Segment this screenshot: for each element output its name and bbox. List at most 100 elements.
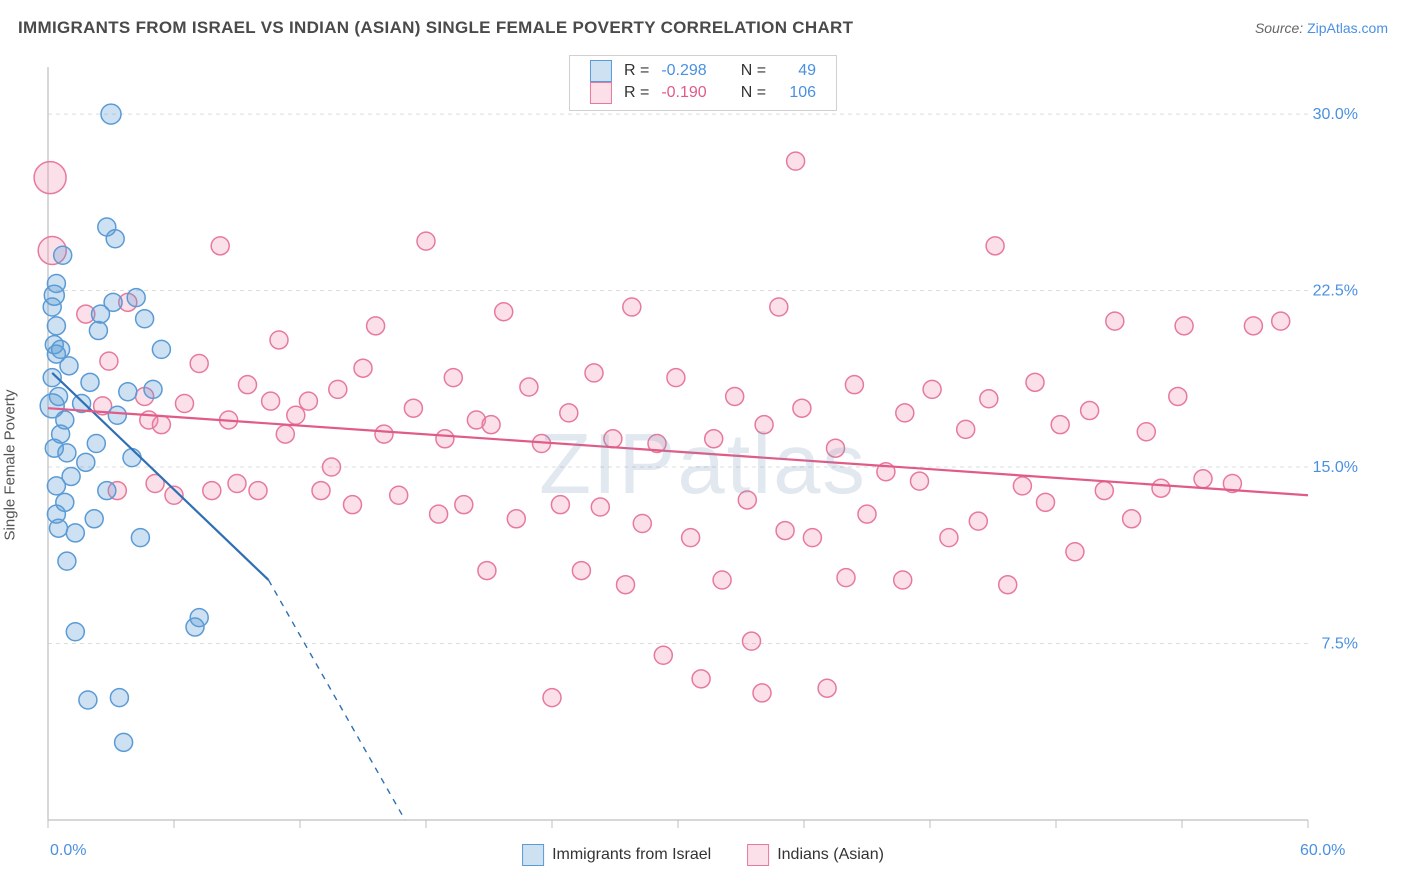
pink-point (1106, 312, 1124, 330)
pink-point (455, 496, 473, 514)
pink-point (738, 491, 756, 509)
y-tick-label: 30.0% (1313, 106, 1358, 123)
blue-point (52, 425, 70, 443)
pink-point (1095, 482, 1113, 500)
legend-swatch-icon (590, 82, 612, 104)
series-legend-label: Immigrants from Israel (552, 846, 711, 864)
stats-legend-row: R =-0.190 N =106 (584, 82, 822, 104)
blue-point (58, 444, 76, 462)
legend-swatch-icon (522, 844, 544, 866)
pink-point (787, 152, 805, 170)
blue-point (81, 373, 99, 391)
pink-point (980, 390, 998, 408)
r-label: R = (618, 60, 655, 82)
x-axis-min-label: 0.0% (50, 842, 86, 860)
blue-point (127, 289, 145, 307)
pink-point (507, 510, 525, 528)
pink-point (837, 569, 855, 587)
pink-point (633, 515, 651, 533)
x-axis-max-label: 60.0% (1300, 842, 1345, 860)
pink-point (276, 425, 294, 443)
pink-point (1051, 416, 1069, 434)
blue-point (43, 298, 61, 316)
blue-point (119, 383, 137, 401)
pink-point (743, 632, 761, 650)
blue-trend-extrapolation (269, 580, 406, 820)
blue-point (60, 357, 78, 375)
y-tick-label: 22.5% (1313, 283, 1358, 300)
series-legend: Immigrants from Israel Indians (Asian) (522, 844, 884, 866)
pink-point (940, 529, 958, 547)
blue-point (106, 230, 124, 248)
pink-point (228, 475, 246, 493)
pink-point (770, 298, 788, 316)
pink-point (100, 352, 118, 370)
blue-point (123, 449, 141, 467)
pink-point (845, 376, 863, 394)
n-value: 49 (772, 60, 822, 82)
pink-point (1169, 387, 1187, 405)
pink-point (287, 406, 305, 424)
pink-point (176, 394, 194, 412)
blue-point (47, 505, 65, 523)
pink-point (270, 331, 288, 349)
blue-point (87, 435, 105, 453)
pink-point (986, 237, 1004, 255)
pink-point (604, 430, 622, 448)
legend-swatch-icon (590, 60, 612, 82)
blue-point (152, 340, 170, 358)
pink-point (1272, 312, 1290, 330)
series-legend-item: Indians (Asian) (747, 844, 884, 866)
pink-point (1244, 317, 1262, 335)
legend-swatch-icon (747, 844, 769, 866)
stats-legend: R =-0.298N =49R =-0.190 N =106 (569, 55, 837, 111)
pink-point (591, 498, 609, 516)
pink-point (894, 571, 912, 589)
pink-point (1013, 477, 1031, 495)
pink-point (312, 482, 330, 500)
n-label: N = (735, 60, 772, 82)
blue-point (108, 406, 126, 424)
n-value: 106 (772, 82, 822, 104)
pink-point (543, 689, 561, 707)
pink-point (572, 562, 590, 580)
pink-point (793, 399, 811, 417)
pink-point (354, 359, 372, 377)
pink-point (858, 505, 876, 523)
stats-legend-row: R =-0.298N =49 (584, 60, 822, 82)
scatter-chart: 7.5%15.0%22.5%30.0% (18, 55, 1388, 875)
n-label: N = (735, 82, 772, 104)
blue-point (62, 467, 80, 485)
blue-point (47, 274, 65, 292)
pink-point (753, 684, 771, 702)
pink-point (152, 416, 170, 434)
pink-point (1152, 479, 1170, 497)
pink-point (911, 472, 929, 490)
pink-point (705, 430, 723, 448)
y-tick-label: 7.5% (1322, 636, 1358, 653)
pink-point (417, 232, 435, 250)
pink-point (190, 354, 208, 372)
pink-point (239, 376, 257, 394)
pink-point (1137, 423, 1155, 441)
pink-point (755, 416, 773, 434)
pink-point (667, 369, 685, 387)
pink-point (551, 496, 569, 514)
pink-point (776, 522, 794, 540)
pink-point (617, 576, 635, 594)
r-label: R = (618, 82, 655, 104)
series-legend-item: Immigrants from Israel (522, 844, 711, 866)
blue-point (79, 691, 97, 709)
pink-point (34, 162, 66, 194)
blue-point (85, 510, 103, 528)
pink-point (329, 380, 347, 398)
pink-point (478, 562, 496, 580)
blue-point (101, 104, 121, 124)
pink-point (560, 404, 578, 422)
pink-point (654, 646, 672, 664)
y-axis-label: Single Female Poverty (2, 389, 19, 540)
series-legend-label: Indians (Asian) (777, 846, 884, 864)
r-value: -0.190 (655, 82, 712, 104)
pink-point (713, 571, 731, 589)
pink-point (896, 404, 914, 422)
